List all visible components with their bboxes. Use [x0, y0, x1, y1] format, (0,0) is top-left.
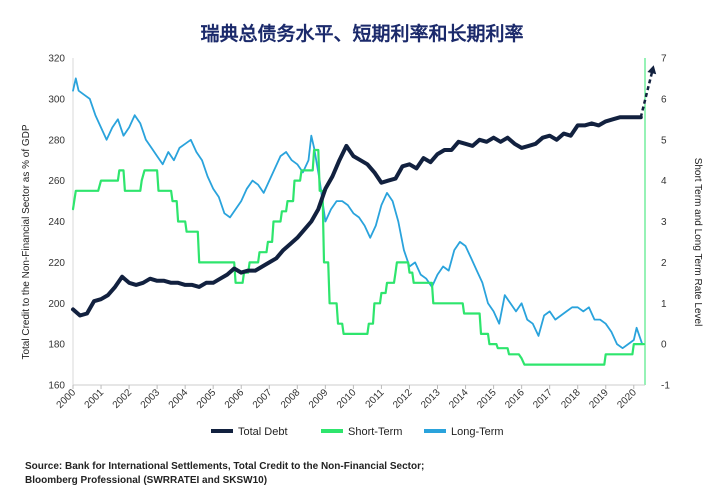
left-tick-label: 320 [48, 54, 65, 65]
projection-arrow-head [647, 65, 657, 75]
x-tick-label: 2018 [559, 387, 583, 411]
left-tick-label: 180 [48, 340, 65, 351]
left-axis-label: Total Credit to the Non-Financial Sector… [21, 124, 32, 359]
legend-label-total-debt: Total Debt [238, 426, 288, 438]
right-tick-label: 3 [661, 217, 667, 228]
x-tick-labels: 2000 2001 2002 2003 2004 2005 2006 2007 2008 2009… [55, 385, 639, 411]
x-tick-label: 2017 [531, 387, 555, 411]
x-tick-label: 2011 [364, 387, 387, 410]
x-tick-label: 2015 [475, 387, 499, 411]
x-tick-label: 2019 [587, 387, 611, 411]
chart-title: 瑞典总债务水平、短期利率和长期利率 [200, 22, 523, 45]
left-tick-label: 280 [48, 135, 65, 146]
left-tick-label: 260 [48, 176, 65, 187]
source-line-2: Bloomberg Professional (SWRRATEI and SKS… [25, 475, 267, 486]
right-tick-label: -1 [661, 381, 670, 392]
right-tick-label: 7 [661, 54, 667, 65]
legend-label-long-term: Long-Term [451, 426, 504, 438]
x-tick-label: 2008 [279, 387, 303, 411]
right-axis-label: Short Term and Long Term Rate Level [692, 158, 703, 327]
x-tick-label: 2012 [391, 387, 415, 411]
series-line-total-debt [71, 115, 643, 318]
x-tick-label: 2020 [615, 387, 639, 411]
x-tick-label: 2006 [223, 387, 247, 411]
x-tick-label: 2001 [83, 387, 107, 411]
left-tick-label: 220 [48, 258, 65, 269]
x-tick-label: 2007 [251, 387, 275, 411]
right-tick-labels: -1 0 1 2 3 4 5 6 7 [661, 54, 670, 392]
axes [72, 58, 646, 386]
left-tick-label: 240 [48, 217, 65, 228]
right-tick-label: 1 [661, 299, 667, 310]
x-tick-label: 2009 [307, 387, 331, 411]
legend: Total Debt Short-Term Long-Term [211, 426, 504, 438]
projection-arrow-line [639, 67, 655, 118]
x-tick-label: 2004 [167, 387, 191, 411]
right-tick-label: 2 [661, 258, 667, 269]
left-tick-labels: 160 180 200 220 240 260 280 300 320 [48, 54, 65, 392]
left-tick-label: 300 [48, 94, 65, 105]
x-tick-label: 2014 [447, 387, 471, 411]
x-tick-label: 2005 [195, 387, 219, 411]
left-tick-label: 160 [48, 381, 65, 392]
series-line-short-term [71, 148, 645, 366]
legend-label-short-term: Short-Term [348, 426, 402, 438]
x-tick-label: 2002 [111, 387, 135, 411]
x-tick-label: 2003 [139, 387, 163, 411]
series-layer [71, 65, 657, 366]
series-line-long-term [72, 77, 644, 350]
x-tick-label: 2010 [335, 387, 359, 411]
x-tick-label: 2013 [419, 387, 443, 411]
left-tick-label: 200 [48, 299, 65, 310]
right-tick-label: 4 [661, 176, 667, 187]
right-tick-label: 5 [661, 135, 667, 146]
right-tick-label: 6 [661, 94, 667, 105]
right-tick-label: 0 [661, 340, 667, 351]
x-tick-label: 2016 [503, 387, 527, 411]
source-line-1: Source: Bank for International Settlemen… [25, 461, 424, 472]
